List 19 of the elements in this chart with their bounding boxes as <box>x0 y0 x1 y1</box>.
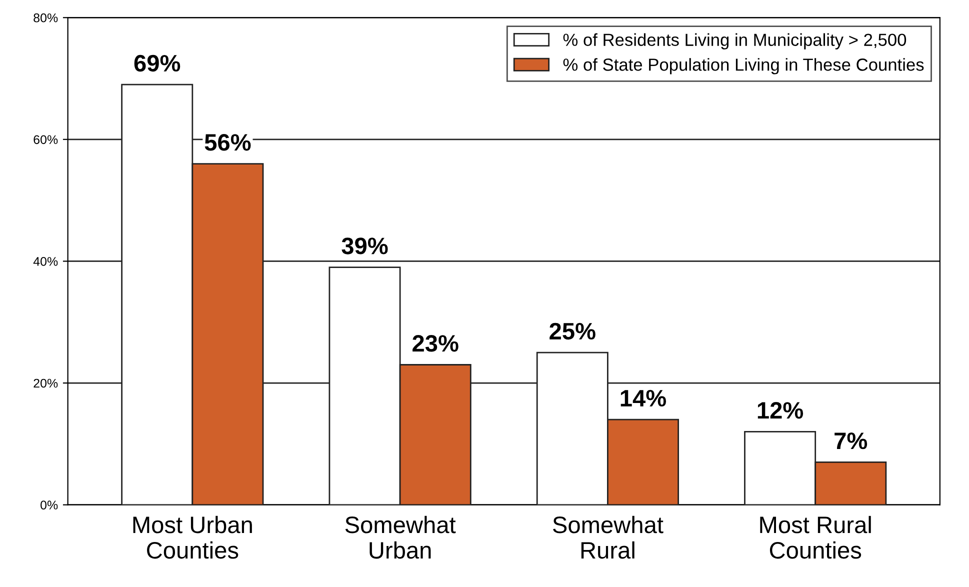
data-label: 7% <box>834 432 868 450</box>
data-label: 56% <box>204 134 251 151</box>
y-tick-label: 80% <box>34 13 58 22</box>
x-tick-label: Most Urban Counties <box>133 516 252 559</box>
x-tick-label: Most Rural Counties <box>760 516 871 559</box>
data-label: 23% <box>412 335 458 352</box>
y-tick-label: 0% <box>40 500 58 510</box>
legend-label: % of Residents Living in Municipality > 2,500 <box>563 33 906 50</box>
x-tick-label: Somewhat Rural <box>553 516 664 559</box>
y-tick-label: 40% <box>33 257 58 266</box>
data-label: 12% <box>758 402 804 419</box>
data-label: 39% <box>342 238 388 254</box>
x-tick-label: Somewhat Urban <box>345 516 456 559</box>
legend-label: % of State Population Living in These Counties <box>563 58 924 74</box>
data-label: 69% <box>134 54 180 72</box>
y-tick-label: 60% <box>34 135 58 144</box>
y-tick-label: 20% <box>34 378 58 388</box>
data-label: 25% <box>550 322 596 340</box>
data-label: 14% <box>620 390 666 407</box>
